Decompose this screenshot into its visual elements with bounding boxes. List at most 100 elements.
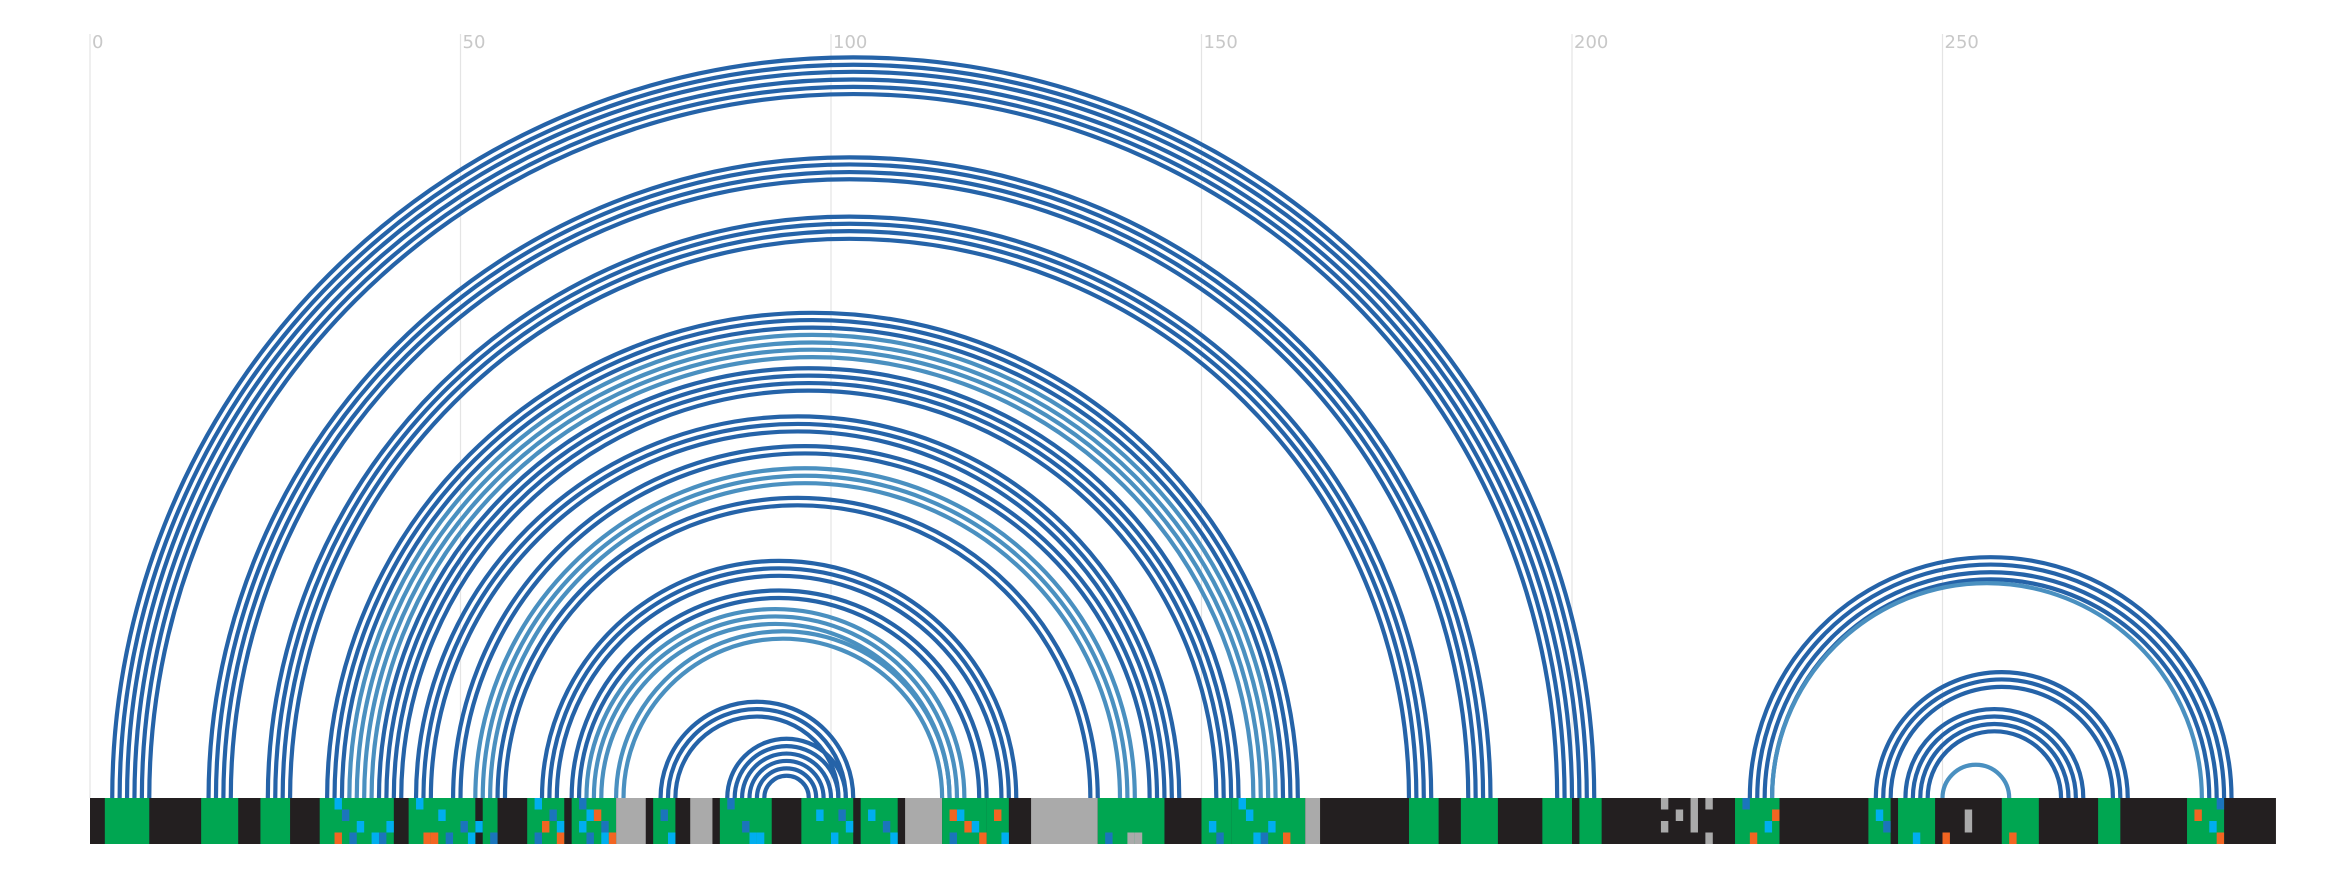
base-pair-arc [110,54,1597,799]
track-cell-blue [1742,798,1750,810]
track-cell-gray [1660,821,1669,833]
base-pair-arc [1918,721,2071,799]
track-cell-cyan [956,809,965,821]
base-pair-arc [547,566,1011,799]
track-cell-blue [1260,832,1269,844]
track-cell-cyan [1764,821,1773,833]
tick-label-150: 150 [1204,32,1238,53]
track-cell-cyan [586,809,594,821]
track-cell-cyan [556,821,565,833]
track-cell-gray [1690,798,1698,810]
base-pair-arc [458,451,1152,799]
track-cell-cyan [534,798,543,810]
track-cell-cyan [845,821,854,833]
track-cell-orange [2216,832,2225,844]
track-cell-blue [1883,821,1891,833]
track-cell-blue [949,832,957,844]
track-cell-orange [994,809,1002,821]
track-cell-gray [1705,832,1713,844]
helix-arcs [110,54,2234,799]
base-pair-arc [132,77,1575,799]
track-cell-cyan [467,832,476,844]
track-cell-orange [964,821,972,833]
base-pair-arc [495,495,1100,799]
track-cell-gray [1964,809,1973,821]
track-cell-blue [586,832,594,844]
track-cell-gray [1964,821,1973,833]
base-pair-arc [325,310,1300,799]
base-pair-arc [1755,562,2227,799]
base-pair-arc [221,169,1478,799]
base-pair-arc [502,503,1093,799]
track-cell-blue [2216,798,2225,810]
base-pair-arc [725,736,848,799]
track-cell-cyan [971,821,980,833]
base-pair-arc [391,381,1226,799]
track-cell-gray [1127,832,1135,844]
track-cell-cyan [831,832,839,844]
track-segment-gray [1305,798,1321,844]
track-cell-blue [445,832,454,844]
base-pair-arc [473,466,1137,799]
track-cell-blue [1105,832,1113,844]
track-segment-green [1542,798,1572,844]
base-pair-arc [584,606,967,799]
track-cell-gray [1690,821,1698,833]
track-cell-cyan [1875,809,1884,821]
base-pair-arc [739,751,834,799]
track-cell-cyan [386,821,394,833]
tick-label-250: 250 [1945,32,1979,53]
base-pair-arc [354,340,1271,799]
track-cell-blue [341,809,350,821]
track-cell-cyan [334,798,342,810]
track-cell-cyan [868,809,876,821]
track-cell-orange [608,832,617,844]
base-pair-arc [576,595,982,799]
base-pair-arc [273,221,1426,799]
track-cell-blue [460,821,468,833]
tick-label-200: 200 [1574,32,1608,53]
track-segment-gray [1031,798,1098,844]
base-pair-arc [673,714,841,799]
track-cell-blue [727,798,735,810]
track-cell-blue [378,832,387,844]
base-pair-arc [621,636,945,799]
base-pair-arc [1762,569,2219,799]
track-cell-blue [349,832,357,844]
base-pair-arc [1873,670,2130,799]
track-cell-orange [2009,832,2017,844]
base-pair-arc [117,62,1589,799]
base-pair-arc [1747,555,2234,799]
track-segment-green [1579,798,1602,844]
base-pair-arc [376,366,1241,799]
track-cell-cyan [816,809,824,821]
track-segment-gray [690,798,713,844]
base-pair-arc [147,92,1560,799]
track-cell-orange [556,832,565,844]
track-cell-gray [1690,809,1698,821]
base-pair-arc [399,388,1219,799]
base-pair-arc [413,414,1182,799]
track-cell-orange [2194,809,2202,821]
base-pair-arc [665,706,848,799]
track-cell-orange [430,832,439,844]
base-pair-arc [339,325,1286,799]
track-segment-gray [616,798,646,844]
base-pair-arc [139,84,1567,799]
track-segment-green [2001,798,2039,844]
base-pair-arc [332,318,1293,799]
base-pair-arc [384,373,1234,799]
base-pair-arc [287,236,1412,799]
track-cell-gray [1134,832,1143,844]
track-segment-green [104,798,150,844]
track-cell-orange [979,832,987,844]
base-pair-arc [280,229,1419,799]
track-cell-blue [534,832,543,844]
track-cell-orange [593,809,602,821]
base-pair-arc [265,214,1434,799]
base-pair-arc [1881,677,2123,799]
track-cell-gray [1660,798,1669,810]
base-pair-arc [1925,729,2064,799]
base-pair-arc [539,558,1019,799]
